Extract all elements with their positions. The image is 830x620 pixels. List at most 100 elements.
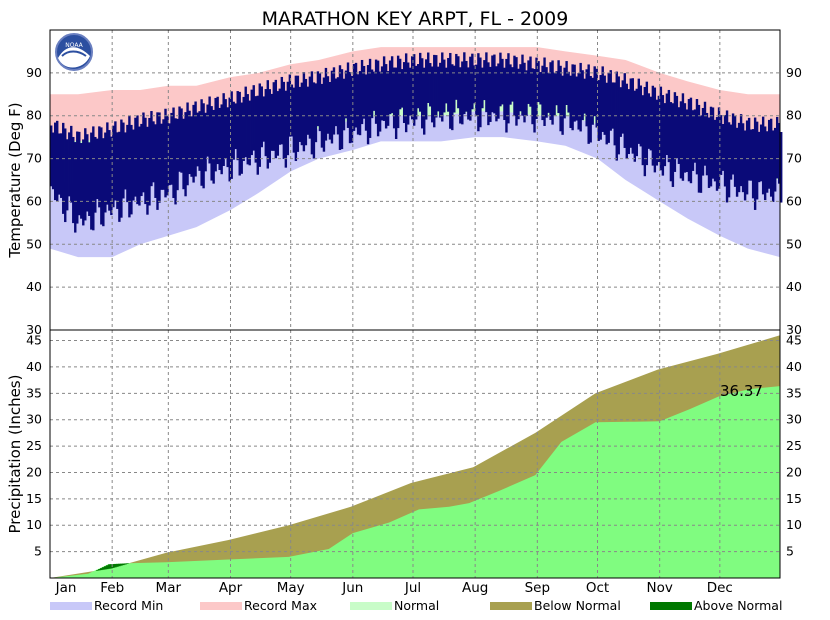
observed-temp-bar <box>677 107 681 164</box>
observed-temp-bar <box>132 129 135 201</box>
observed-temp-bar <box>362 65 366 119</box>
observed-temp-bar <box>142 112 145 193</box>
observed-temp-bar <box>661 95 665 176</box>
observed-temp-bar <box>759 124 763 182</box>
observed-temp-bar <box>372 71 376 111</box>
observed-temp-bar <box>673 92 677 172</box>
observed-temp-bar <box>380 66 384 121</box>
observed-temp-bar <box>505 58 508 133</box>
observed-temp-bar <box>461 61 464 125</box>
observed-temp-bar <box>575 76 578 121</box>
precipitation-tick-label-right: 30 <box>786 412 802 427</box>
observed-temp-bar <box>392 67 396 129</box>
observed-temp-bar <box>54 122 57 201</box>
temperature-tick-label-right: 50 <box>786 236 802 251</box>
observed-temp-bar <box>771 130 775 202</box>
observed-temp-bar <box>294 75 298 162</box>
observed-temp-bar <box>649 96 653 151</box>
observed-temp-bar <box>168 123 171 186</box>
precipitation-y-ticks: 5 5 10 10 15 15 20 20 25 25 30 30 35 35 40 40 45 45 <box>26 333 802 559</box>
observed-temp-bar <box>463 52 466 115</box>
observed-temp-bar <box>174 118 177 205</box>
observed-temp-bar <box>527 60 530 104</box>
observed-temp-bar <box>176 118 179 191</box>
observed-temp-bar <box>330 70 334 144</box>
observed-temp-bar <box>653 87 657 173</box>
observed-temp-bar <box>559 65 562 132</box>
observed-temp-bar <box>693 109 697 163</box>
observed-temp-bar <box>777 122 781 184</box>
observed-temp-bar <box>537 61 540 103</box>
observed-temp-bar <box>84 128 87 221</box>
observed-temp-bar <box>292 87 296 153</box>
observed-temp-bar <box>429 63 432 107</box>
precipitation-tick-label-right: 5 <box>786 544 794 559</box>
observed-temp-bar <box>519 64 522 112</box>
observed-temp-bar <box>697 104 701 193</box>
observed-temp-bar <box>68 132 71 197</box>
precipitation-tick-label-left: 20 <box>26 464 42 479</box>
observed-temp-bar <box>503 67 506 121</box>
observed-temp-bar <box>290 84 294 137</box>
observed-temp-bar <box>551 60 554 125</box>
observed-temp-bar <box>308 76 312 139</box>
observed-temp-bar <box>695 99 699 175</box>
observed-temp-bar <box>158 112 161 203</box>
observed-temp-bar <box>410 56 414 120</box>
observed-temp-bar <box>585 69 588 127</box>
temperature-tick-label-right: 80 <box>786 108 802 123</box>
observed-temp-bar <box>499 52 502 107</box>
observed-temp-bar <box>246 94 249 165</box>
observed-temp-bar <box>535 57 538 119</box>
observed-temp-bar <box>398 58 402 110</box>
legend-label: Below Normal <box>534 598 621 613</box>
observed-temp-bar <box>334 78 338 127</box>
precipitation-tick-label-right: 20 <box>786 464 802 479</box>
observed-temp-bar <box>739 114 743 187</box>
observed-temp-bar <box>447 57 450 112</box>
observed-temp-bar <box>773 127 777 192</box>
observed-temp-bar <box>60 133 63 198</box>
observed-temp-bar <box>52 132 55 190</box>
observed-temp-bar <box>749 129 753 181</box>
temperature-tick-label-left: 30 <box>26 322 42 337</box>
observed-temp-bar <box>557 60 560 114</box>
month-label: Aug <box>462 580 488 596</box>
observed-temp-bar <box>222 93 225 166</box>
observed-temp-bar <box>681 93 685 181</box>
observed-temp-bar <box>495 66 498 122</box>
observed-temp-bar <box>272 82 276 151</box>
observed-temp-bar <box>459 67 462 124</box>
temperature-tick-label-left: 50 <box>26 236 42 251</box>
observed-temp-bar <box>388 60 392 115</box>
legend-swatch <box>490 602 532 610</box>
observed-temp-bar <box>607 72 610 143</box>
observed-temp-bar <box>599 75 602 140</box>
observed-temp-bar <box>370 69 374 119</box>
observed-temp-bar <box>224 99 227 159</box>
observed-temp-bar <box>431 66 434 123</box>
observed-temp-bar <box>729 124 733 180</box>
observed-temp-bar <box>657 95 661 163</box>
observed-temp-bar <box>523 62 526 123</box>
observed-temp-bar <box>206 104 209 157</box>
observed-temp-bar <box>707 117 711 188</box>
observed-temp-bar <box>312 82 316 159</box>
observed-temp-bar <box>587 64 590 144</box>
observed-temp-bar <box>471 53 474 110</box>
month-label: Jan <box>55 580 77 596</box>
observed-temp-bar <box>655 99 659 166</box>
observed-temp-bar <box>400 69 404 108</box>
observed-temp-bar <box>90 132 93 230</box>
observed-temp-bar <box>340 69 344 150</box>
observed-temp-bar <box>386 71 390 126</box>
precipitation-tick-label-left: 45 <box>26 333 42 348</box>
observed-temp-bar <box>274 79 278 159</box>
observed-temp-bar <box>627 89 630 155</box>
observed-temp-bar <box>583 78 586 114</box>
observed-temp-bar <box>124 132 127 190</box>
observed-temp-bar <box>497 63 500 119</box>
observed-temp-bar <box>659 86 663 171</box>
observed-temp-bar <box>270 93 273 151</box>
observed-temp-bar <box>775 116 779 179</box>
